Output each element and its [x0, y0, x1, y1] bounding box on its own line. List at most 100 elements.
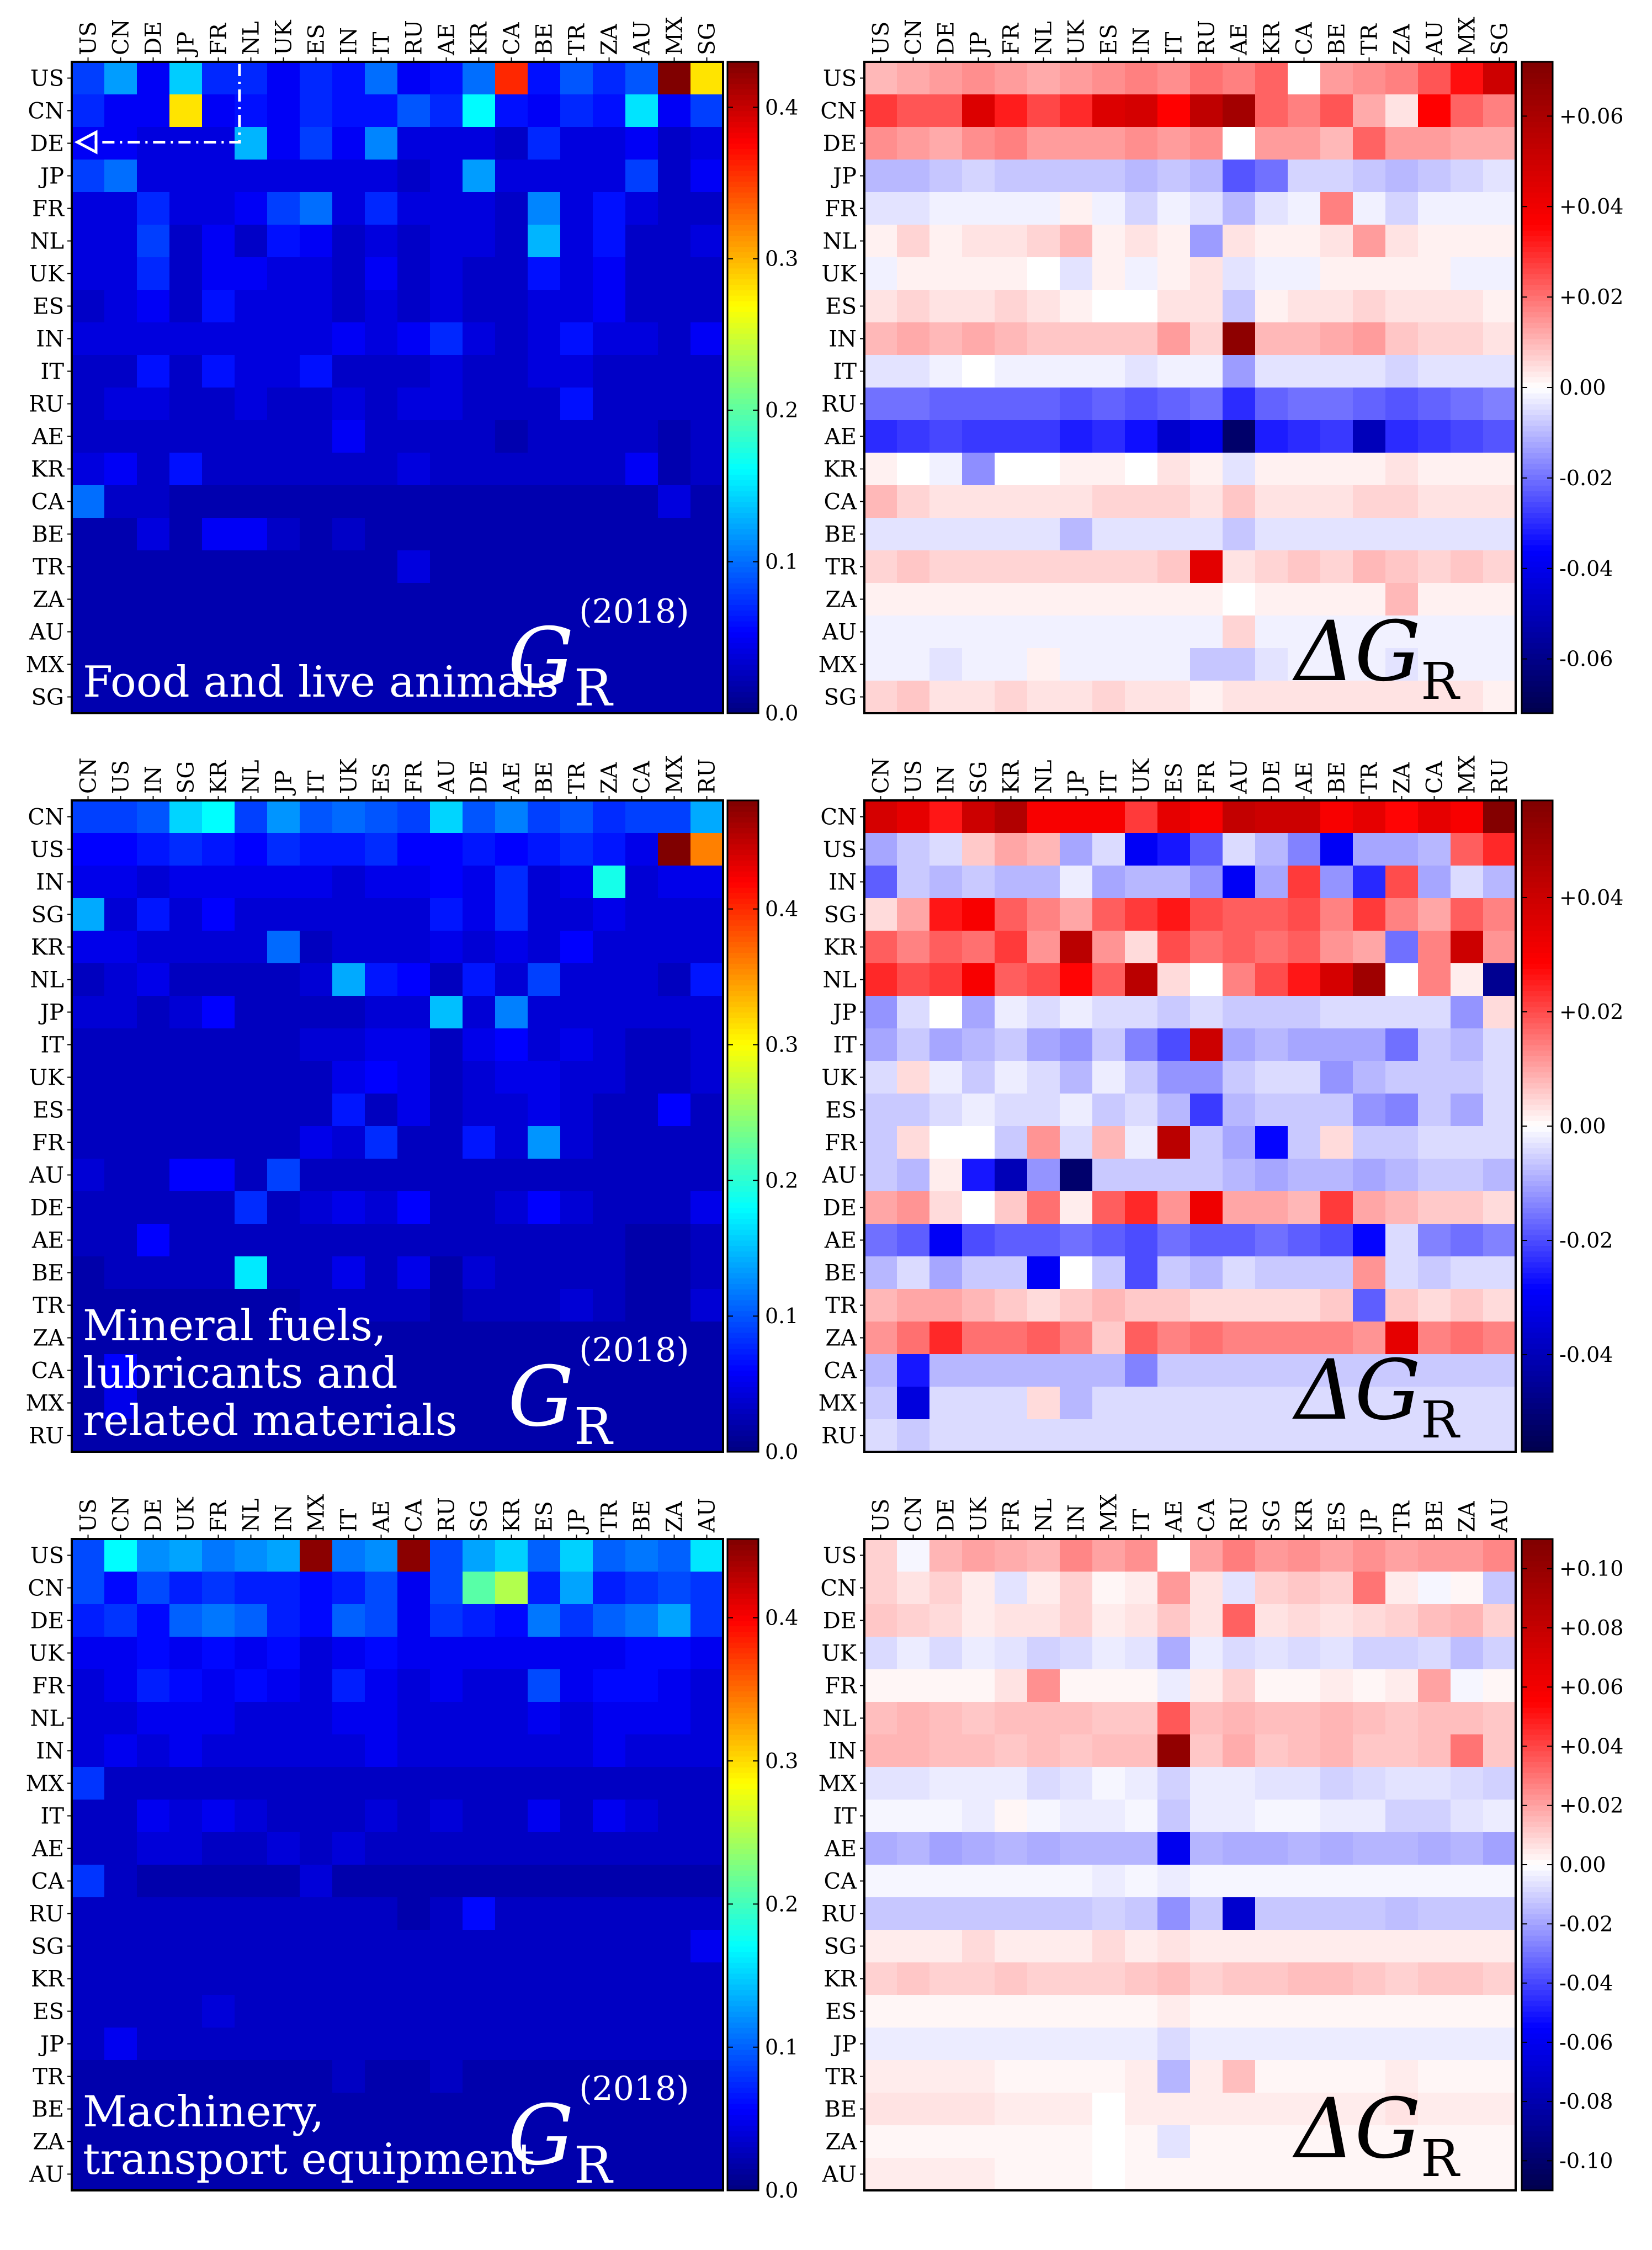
heatmap-cell [1451, 2060, 1484, 2093]
heatmap-cell [1255, 1604, 1288, 1637]
heatmap-cell [864, 1061, 897, 1094]
heatmap-cell [690, 322, 724, 355]
colorbar-step [727, 1707, 758, 1713]
colorbar-step [1522, 849, 1553, 856]
heatmap-cell [104, 681, 137, 714]
heatmap-cell [1092, 1224, 1125, 1257]
y-tick-label: AU [29, 620, 64, 645]
colorbar-step [727, 1381, 758, 1387]
heatmap-cell [1385, 453, 1419, 486]
heatmap-cell [625, 1897, 658, 1930]
colorbar-step [727, 404, 758, 410]
colorbar-step [727, 1561, 758, 1567]
heatmap-cell [267, 1224, 300, 1257]
heatmap-cell [169, 62, 203, 95]
heatmap-cell [1027, 1800, 1060, 1833]
heatmap-cell [202, 192, 235, 225]
heatmap-cell [169, 2158, 203, 2191]
heatmap-cell [897, 420, 930, 453]
heatmap-cell [495, 1897, 528, 1930]
heatmap-cell [300, 1702, 333, 1735]
heatmap-cell [300, 2158, 333, 2191]
colorbar-step [727, 415, 758, 421]
heatmap-cell [1288, 1539, 1321, 1572]
heatmap-cell [625, 681, 658, 714]
colorbar-step [727, 148, 758, 155]
y-tick-label: RU [821, 1902, 857, 1927]
heatmap-cell [463, 550, 496, 583]
heatmap-cell [658, 1572, 691, 1605]
heatmap-cell [1320, 615, 1353, 649]
heatmap-cell [104, 1061, 137, 1094]
heatmap-cell [169, 550, 203, 583]
colorbar-step [727, 1919, 758, 1925]
colorbar-step [727, 1359, 758, 1366]
heatmap-cell [463, 2060, 496, 2093]
heatmap-cell [1255, 1354, 1288, 1387]
colorbar-step [727, 94, 758, 100]
colorbar-step [727, 979, 758, 986]
heatmap-cell [1157, 898, 1191, 931]
heatmap-cell [1027, 1419, 1060, 1452]
heatmap-cell [300, 1930, 333, 1963]
heatmap-cell [897, 1962, 930, 1996]
colorbar-step [1522, 2152, 1553, 2158]
heatmap-cell [1027, 898, 1060, 931]
heatmap-cell [332, 160, 365, 193]
heatmap-cell [929, 1094, 963, 1127]
colorbar-step [1522, 1696, 1553, 1702]
heatmap-cell [397, 225, 431, 258]
heatmap-cell [593, 1800, 626, 1833]
heatmap-cell [1190, 127, 1223, 160]
colorbar-step [727, 1392, 758, 1398]
heatmap-cell [528, 1289, 561, 1322]
heatmap-cell [1157, 1094, 1191, 1127]
colorbar-step [727, 160, 758, 166]
colorbar-step [727, 143, 758, 150]
heatmap-cell [430, 160, 463, 193]
colorbar-step [1522, 816, 1553, 823]
heatmap-cell [1223, 453, 1256, 486]
heatmap-cell [995, 322, 1028, 355]
heatmap-cell [658, 1061, 691, 1094]
heatmap-cell [495, 1702, 528, 1735]
y-tick-label: CA [824, 1869, 858, 1895]
colorbar-step [727, 1159, 758, 1165]
heatmap-cell [495, 192, 528, 225]
colorbar-tick-label: +0.10 [1559, 1557, 1623, 1581]
x-tick-label: AU [1488, 1498, 1513, 1533]
colorbar-step [1522, 360, 1553, 367]
heatmap-cell [1060, 485, 1093, 518]
heatmap-cell [430, 800, 463, 834]
colorbar-step [1522, 1137, 1553, 1143]
heatmap-cell [560, 550, 593, 583]
heatmap-cell [267, 1126, 300, 1159]
colorbar-step [1522, 474, 1553, 480]
heatmap-cell [962, 420, 995, 453]
heatmap-cell [104, 1256, 137, 1289]
heatmap-cell [528, 518, 561, 551]
heatmap-cell [72, 257, 105, 290]
heatmap-cell [864, 1995, 897, 2028]
heatmap-cell [430, 290, 463, 323]
y-tick-label: UK [29, 1065, 65, 1091]
heatmap-cell [1190, 1159, 1223, 1192]
heatmap-cell [430, 1289, 463, 1322]
colorbar-step [727, 1691, 758, 1697]
heatmap-cell [1092, 2060, 1125, 2093]
heatmap-cell [625, 898, 658, 931]
heatmap-cell [962, 1322, 995, 1355]
heatmap-cell [397, 192, 431, 225]
heatmap-cell [897, 583, 930, 616]
heatmap-cell [1385, 2060, 1419, 2093]
heatmap-cell [72, 1604, 105, 1637]
heatmap-cell [267, 2060, 300, 2093]
heatmap-cell [1353, 1767, 1386, 1800]
heatmap-cell [1385, 1094, 1419, 1127]
colorbar-step [727, 1218, 758, 1224]
colorbar-step [727, 1202, 758, 1208]
heatmap-cell [1157, 453, 1191, 486]
heatmap-cell [864, 996, 897, 1029]
heatmap-cell [495, 2158, 528, 2191]
y-tick-label: IN [828, 1739, 857, 1764]
